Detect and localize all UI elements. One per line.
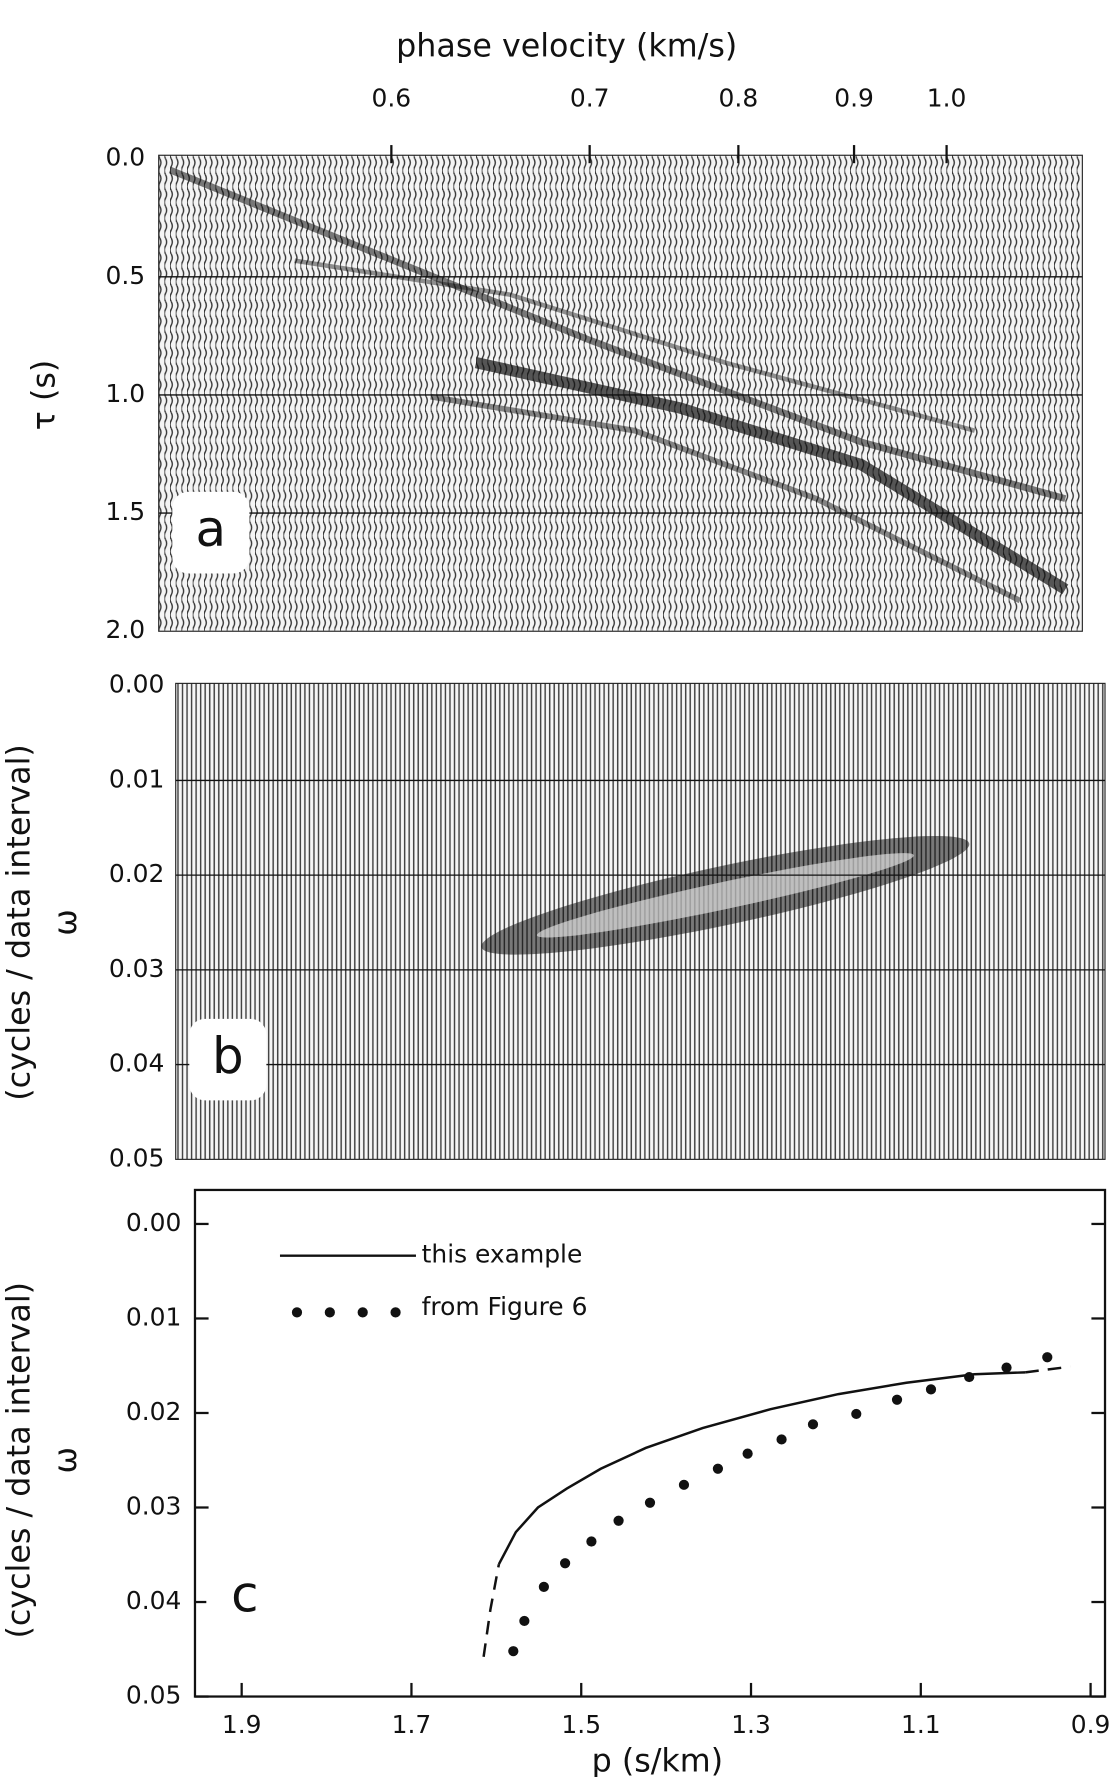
y-tick-label: 0.04: [109, 1049, 165, 1078]
x-tick-label: 0.9: [1071, 1710, 1111, 1739]
y-tick-label: 0.5: [105, 261, 145, 290]
legend-marker: [324, 1307, 335, 1318]
y-axis-label: (cycles / data interval): [1, 1282, 37, 1639]
spectrum-image: [175, 682, 1106, 1160]
y-tick-label: 0.03: [126, 1492, 182, 1521]
top-tick-label: 0.7: [570, 84, 610, 113]
top-tick-label: 0.6: [372, 84, 412, 113]
legend-label: from Figure 6: [422, 1292, 588, 1321]
data-line: [482, 1563, 501, 1658]
panel-label: a: [196, 500, 227, 558]
y-axis-label: τ (s): [26, 360, 62, 430]
y-tick-label: 0.05: [126, 1681, 182, 1710]
data-point: [851, 1408, 862, 1420]
data-point: [1042, 1352, 1053, 1363]
top-axis-label: phase velocity (km/s): [396, 29, 737, 65]
data-point: [519, 1615, 530, 1627]
legend-label: this example: [422, 1240, 583, 1269]
y-tick-label: 0.02: [109, 859, 165, 888]
panel-label-box: [206, 1557, 284, 1639]
y-tick-label: 1.0: [105, 379, 145, 408]
data-point: [508, 1646, 519, 1657]
y-tick-label: 0.02: [126, 1397, 182, 1426]
data-point: [644, 1497, 656, 1508]
data-point: [560, 1558, 571, 1569]
data-point: [776, 1434, 787, 1445]
data-point: [925, 1384, 937, 1395]
y-axis-label: ω: [48, 1447, 84, 1474]
plot-frame: [193, 1188, 1107, 1698]
top-tick-label: 0.8: [719, 84, 759, 113]
data-point: [964, 1371, 975, 1383]
data-point: [712, 1463, 724, 1474]
y-tick-label: 2.0: [105, 615, 145, 644]
y-tick-label: 0.05: [109, 1143, 165, 1172]
data-point: [613, 1515, 624, 1526]
legend-marker: [390, 1307, 401, 1318]
data-point: [586, 1536, 597, 1547]
panel-label-box: [189, 1018, 267, 1101]
y-tick-label: 0.00: [126, 1208, 182, 1237]
x-tick-label: 1.7: [392, 1710, 432, 1739]
top-tick-label: 1.0: [927, 84, 967, 113]
data-line: [1025, 1365, 1071, 1374]
y-tick-label: 0.00: [109, 670, 165, 699]
top-tick-label: 0.9: [834, 84, 874, 113]
legend-marker: [357, 1307, 368, 1318]
y-axis-label: ω: [48, 909, 84, 936]
seismic-section: [158, 154, 1083, 632]
y-tick-label: 0.04: [126, 1586, 182, 1615]
panel-label-box: [172, 491, 250, 574]
x-tick-label: 1.9: [222, 1710, 262, 1739]
x-tick-label: 1.1: [901, 1710, 941, 1739]
panel-label: b: [212, 1027, 244, 1085]
x-axis-label: p (s/km): [592, 1743, 723, 1777]
y-tick-label: 0.01: [109, 764, 165, 793]
data-point: [891, 1394, 903, 1405]
data-point: [807, 1419, 819, 1430]
x-tick-label: 1.3: [731, 1710, 771, 1739]
panel-label: c: [231, 1565, 258, 1623]
y-axis-label: (cycles / data interval): [1, 744, 37, 1101]
legend-marker: [291, 1307, 303, 1318]
data-point: [538, 1581, 549, 1592]
y-tick-label: 0.0: [105, 143, 145, 172]
data-line: [497, 1371, 1026, 1565]
y-tick-label: 0.03: [109, 954, 165, 983]
data-point: [742, 1448, 753, 1459]
data-point: [1001, 1362, 1012, 1373]
x-tick-label: 1.5: [561, 1710, 601, 1739]
y-tick-label: 1.5: [105, 497, 145, 526]
y-tick-label: 0.01: [126, 1302, 182, 1331]
data-point: [678, 1479, 690, 1490]
